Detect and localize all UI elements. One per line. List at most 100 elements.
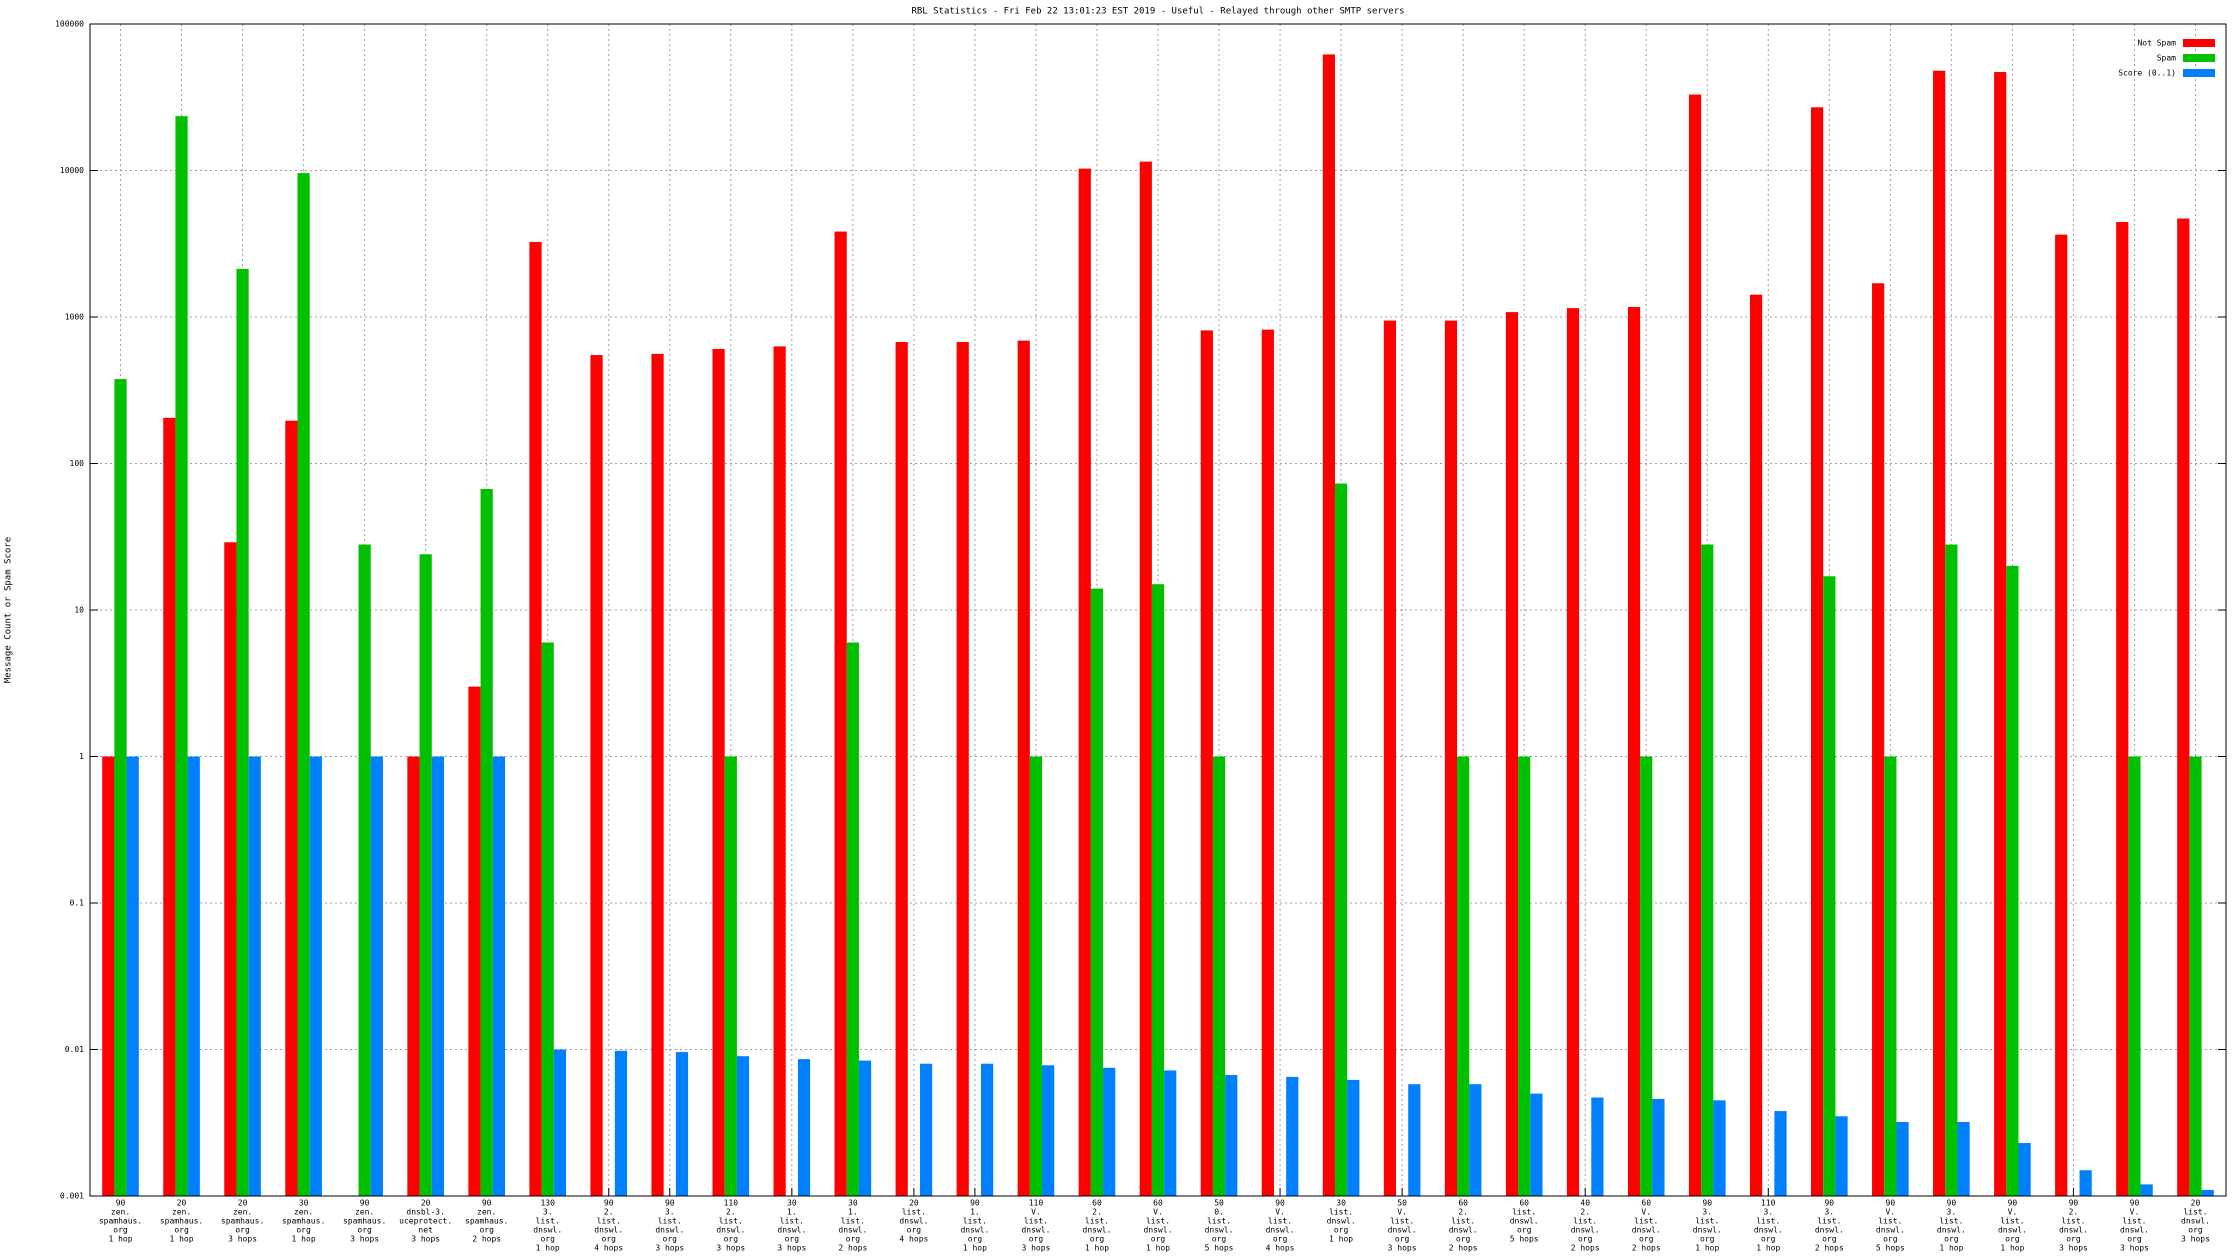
- bar: [1884, 756, 1897, 1196]
- bar: [2201, 1189, 2214, 1196]
- bar: [773, 346, 786, 1196]
- bar: [126, 756, 139, 1196]
- x-tick-label: org: [2066, 1235, 2081, 1244]
- bar: [1164, 1070, 1177, 1196]
- bar: [614, 1050, 628, 1196]
- bar: [858, 1060, 872, 1196]
- x-tick-label: dnswl.: [1083, 1226, 1112, 1235]
- x-tick-label: V.: [1641, 1208, 1651, 1217]
- x-tick-label: 30: [299, 1199, 309, 1208]
- x-tick-label: list.: [1085, 1217, 1109, 1226]
- bar: [651, 353, 664, 1196]
- x-tick-label: dnswl.: [960, 1226, 989, 1235]
- x-tick-label: org: [540, 1235, 555, 1244]
- x-tick-label: dnswl.: [1815, 1226, 1844, 1235]
- bar: [370, 756, 383, 1196]
- x-tick-label: org: [1456, 1235, 1471, 1244]
- x-tick-label: 2.: [726, 1208, 736, 1217]
- bar: [1627, 307, 1641, 1197]
- x-tick-label: org: [968, 1235, 983, 1244]
- legend-swatch: [2183, 39, 2215, 47]
- x-tick-label: org: [1212, 1235, 1227, 1244]
- bar: [956, 342, 969, 1197]
- bar: [712, 348, 725, 1196]
- x-tick-label: 3.: [1702, 1208, 1712, 1217]
- bar: [553, 1049, 567, 1196]
- x-tick-label: 20: [177, 1199, 187, 1208]
- x-tick-label: 3.: [665, 1208, 675, 1217]
- x-tick-label: 90: [665, 1199, 675, 1208]
- bar: [1688, 94, 1702, 1196]
- bar: [1933, 70, 1946, 1197]
- x-tick-label: 1 hop: [1329, 1235, 1353, 1244]
- x-tick-label: list.: [1573, 1217, 1597, 1226]
- bar: [248, 756, 261, 1196]
- x-tick-label: 40: [1580, 1199, 1590, 1208]
- x-tick-label: 2.: [1092, 1208, 1102, 1217]
- bar: [2177, 218, 2190, 1196]
- x-tick-label: 90: [116, 1199, 126, 1208]
- x-tick-label: spamhaus.: [221, 1217, 264, 1226]
- bar: [1444, 320, 1458, 1196]
- bar: [1713, 1100, 1726, 1196]
- x-tick-label: dnswl.: [1571, 1226, 1600, 1235]
- x-tick-label: list.: [1756, 1217, 1780, 1226]
- x-tick-label: org: [663, 1235, 678, 1244]
- x-tick-label: dnswl.: [594, 1226, 623, 1235]
- x-tick-label: 1 hop: [1085, 1244, 1109, 1253]
- bar: [1139, 161, 1152, 1196]
- x-tick-label: 0.: [1214, 1208, 1224, 1217]
- x-tick-label: org: [846, 1235, 861, 1244]
- bar: [529, 242, 542, 1196]
- x-tick-label: zen.: [477, 1208, 496, 1217]
- x-tick-label: 4 hops: [594, 1244, 623, 1253]
- bar: [1811, 107, 1824, 1197]
- x-tick-label: V.: [1886, 1208, 1896, 1217]
- bar: [1322, 54, 1335, 1196]
- bar: [1347, 1079, 1360, 1196]
- x-tick-label: dnswl.: [2181, 1217, 2210, 1226]
- bar: [2128, 756, 2141, 1196]
- x-tick-label: dnswl.: [2059, 1226, 2088, 1235]
- bar: [1286, 1076, 1299, 1196]
- y-tick-label: 1000: [65, 313, 84, 322]
- x-tick-label: dnswl.: [838, 1226, 867, 1235]
- y-tick-label: 0.1: [70, 899, 85, 908]
- x-tick-label: 2 hops: [1571, 1244, 1600, 1253]
- x-tick-label: list.: [1268, 1217, 1292, 1226]
- x-tick-label: org: [2127, 1235, 2142, 1244]
- bar: [1042, 1065, 1055, 1196]
- x-tick-label: 1 hop: [169, 1235, 193, 1244]
- x-tick-label: 60: [1641, 1199, 1651, 1208]
- bar: [1457, 756, 1470, 1196]
- x-tick-label: org: [1639, 1235, 1654, 1244]
- bar: [1408, 1084, 1421, 1196]
- x-tick-label: 1 hop: [1756, 1244, 1780, 1253]
- x-tick-label: dnswl.: [655, 1226, 684, 1235]
- x-tick-label: 90: [970, 1199, 980, 1208]
- x-tick-label: dnswl.: [1327, 1217, 1356, 1226]
- x-tick-label: 3 hops: [655, 1244, 684, 1253]
- x-tick-label: zen.: [233, 1208, 252, 1217]
- x-tick-label: 3 hops: [350, 1235, 379, 1244]
- bar: [1151, 584, 1165, 1196]
- x-tick-label: spamhaus.: [99, 1217, 142, 1226]
- bar: [492, 756, 505, 1196]
- x-tick-label: 3 hops: [2059, 1244, 2088, 1253]
- bar: [102, 756, 115, 1196]
- x-tick-label: 1 hop: [292, 1235, 316, 1244]
- x-tick-label: 2 hops: [1632, 1244, 1661, 1253]
- bar: [2140, 1184, 2153, 1196]
- bar: [895, 342, 908, 1197]
- bar: [919, 1063, 933, 1196]
- x-tick-label: org: [1029, 1235, 1044, 1244]
- x-tick-label: V.: [1031, 1208, 1041, 1217]
- x-tick-label: dnswl.: [1693, 1226, 1722, 1235]
- x-tick-label: 60: [1092, 1199, 1102, 1208]
- bar: [1872, 283, 1885, 1196]
- x-tick-label: 5 hops: [1205, 1244, 1234, 1253]
- x-tick-label: org: [602, 1235, 617, 1244]
- x-tick-label: 1 hop: [1939, 1244, 1963, 1253]
- y-tick-label: 100: [70, 459, 85, 468]
